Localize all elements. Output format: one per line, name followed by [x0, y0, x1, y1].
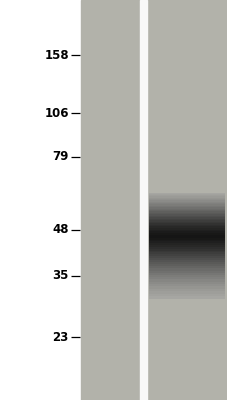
Bar [81, 0, 140, 400]
Text: 23: 23 [52, 331, 69, 344]
Text: 35: 35 [52, 269, 69, 282]
Text: 158: 158 [44, 48, 69, 62]
Bar [146, 0, 226, 400]
Text: 79: 79 [52, 150, 69, 163]
Text: 48: 48 [52, 223, 69, 236]
Bar [140, 0, 146, 400]
Text: 106: 106 [44, 107, 69, 120]
